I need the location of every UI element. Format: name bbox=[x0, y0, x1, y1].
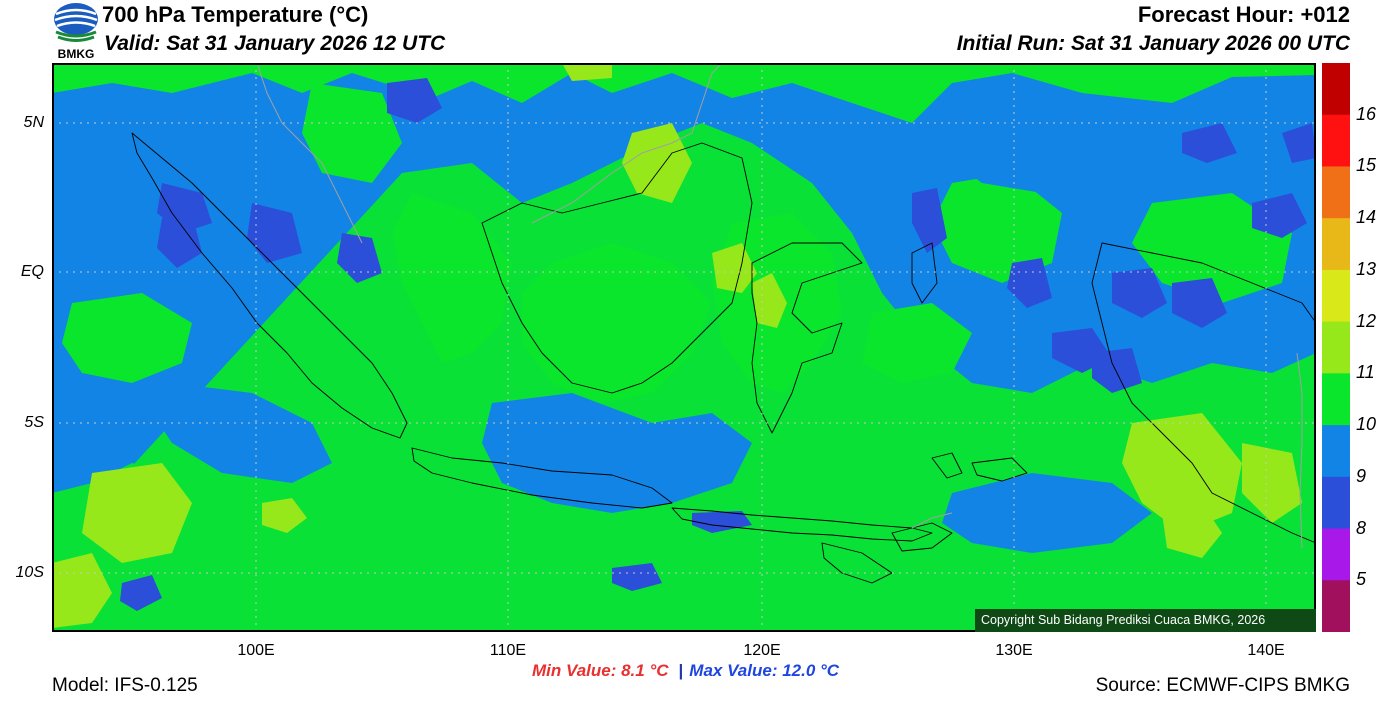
map-frame bbox=[52, 63, 1316, 632]
lon-label-120e: 120E bbox=[743, 642, 781, 659]
temperature-map bbox=[52, 63, 1316, 632]
copyright-notice: Copyright Sub Bidang Prediksi Cuaca BMKG… bbox=[975, 609, 1316, 632]
colorbar-segment bbox=[1322, 114, 1350, 167]
temp-8-9-field bbox=[120, 78, 1316, 611]
colorbar-segment bbox=[1322, 373, 1350, 426]
lon-label-110e: 110E bbox=[489, 642, 527, 659]
colorbar-segment bbox=[1322, 528, 1350, 581]
colorbar-label: 8 bbox=[1356, 517, 1367, 538]
lon-label-100e: 100E bbox=[237, 642, 275, 659]
model-name: Model: IFS-0.125 bbox=[52, 675, 198, 696]
forecast-hour: Forecast Hour: +012 bbox=[1137, 2, 1350, 27]
colorbar-segment bbox=[1322, 425, 1350, 478]
logo-text: BMKG bbox=[58, 47, 95, 60]
coastlines bbox=[131, 132, 1316, 584]
lon-label-130e: 130E bbox=[995, 642, 1033, 659]
colorbar-segment bbox=[1322, 580, 1350, 632]
colorbar-label: 16 bbox=[1356, 103, 1377, 124]
colorbar-label: 15 bbox=[1356, 155, 1377, 176]
min-value: Min Value: 8.1 °C bbox=[532, 661, 669, 680]
colorbar-label: 14 bbox=[1356, 207, 1377, 228]
colorbar-segment bbox=[1322, 269, 1350, 323]
data-source: Source: ECMWF-CIPS BMKG bbox=[1095, 675, 1350, 696]
country-borders bbox=[256, 63, 1303, 549]
chart-title: 700 hPa Temperature (°C) bbox=[102, 2, 369, 27]
colorbar-segment bbox=[1322, 166, 1350, 219]
lat-label-5n: 5N bbox=[23, 114, 44, 131]
lat-label-10s: 10S bbox=[15, 564, 44, 581]
valid-time: Valid: Sat 31 January 2026 12 UTC bbox=[104, 32, 446, 55]
min-max-separator: | bbox=[678, 661, 684, 680]
initial-run: Initial Run: Sat 31 January 2026 00 UTC bbox=[956, 32, 1350, 55]
colorbar-label: 9 bbox=[1356, 465, 1367, 486]
max-value: Max Value: 12.0 °C bbox=[689, 661, 840, 680]
grid-lines bbox=[52, 63, 1316, 632]
colorbar bbox=[1322, 63, 1350, 632]
bmkg-logo: BMKG bbox=[54, 3, 98, 60]
colorbar-label: 5 bbox=[1356, 569, 1367, 590]
colorbar-segment bbox=[1322, 321, 1350, 374]
colorbar-label: 11 bbox=[1356, 362, 1375, 383]
colorbar-segment bbox=[1322, 63, 1350, 116]
lat-label-eq: EQ bbox=[20, 263, 44, 280]
min-max-values: Min Value: 8.1 °C | Max Value: 12.0 °C bbox=[532, 661, 839, 681]
lon-label-140e: 140E bbox=[1247, 642, 1285, 659]
colorbar-segment bbox=[1322, 218, 1350, 271]
colorbar-label: 10 bbox=[1356, 414, 1377, 435]
colorbar-label: 13 bbox=[1356, 258, 1377, 279]
lat-label-5s: 5S bbox=[24, 414, 44, 431]
colorbar-label: 12 bbox=[1356, 310, 1377, 331]
temp-11-12-field bbox=[52, 63, 1302, 628]
colorbar-segment bbox=[1322, 476, 1350, 530]
